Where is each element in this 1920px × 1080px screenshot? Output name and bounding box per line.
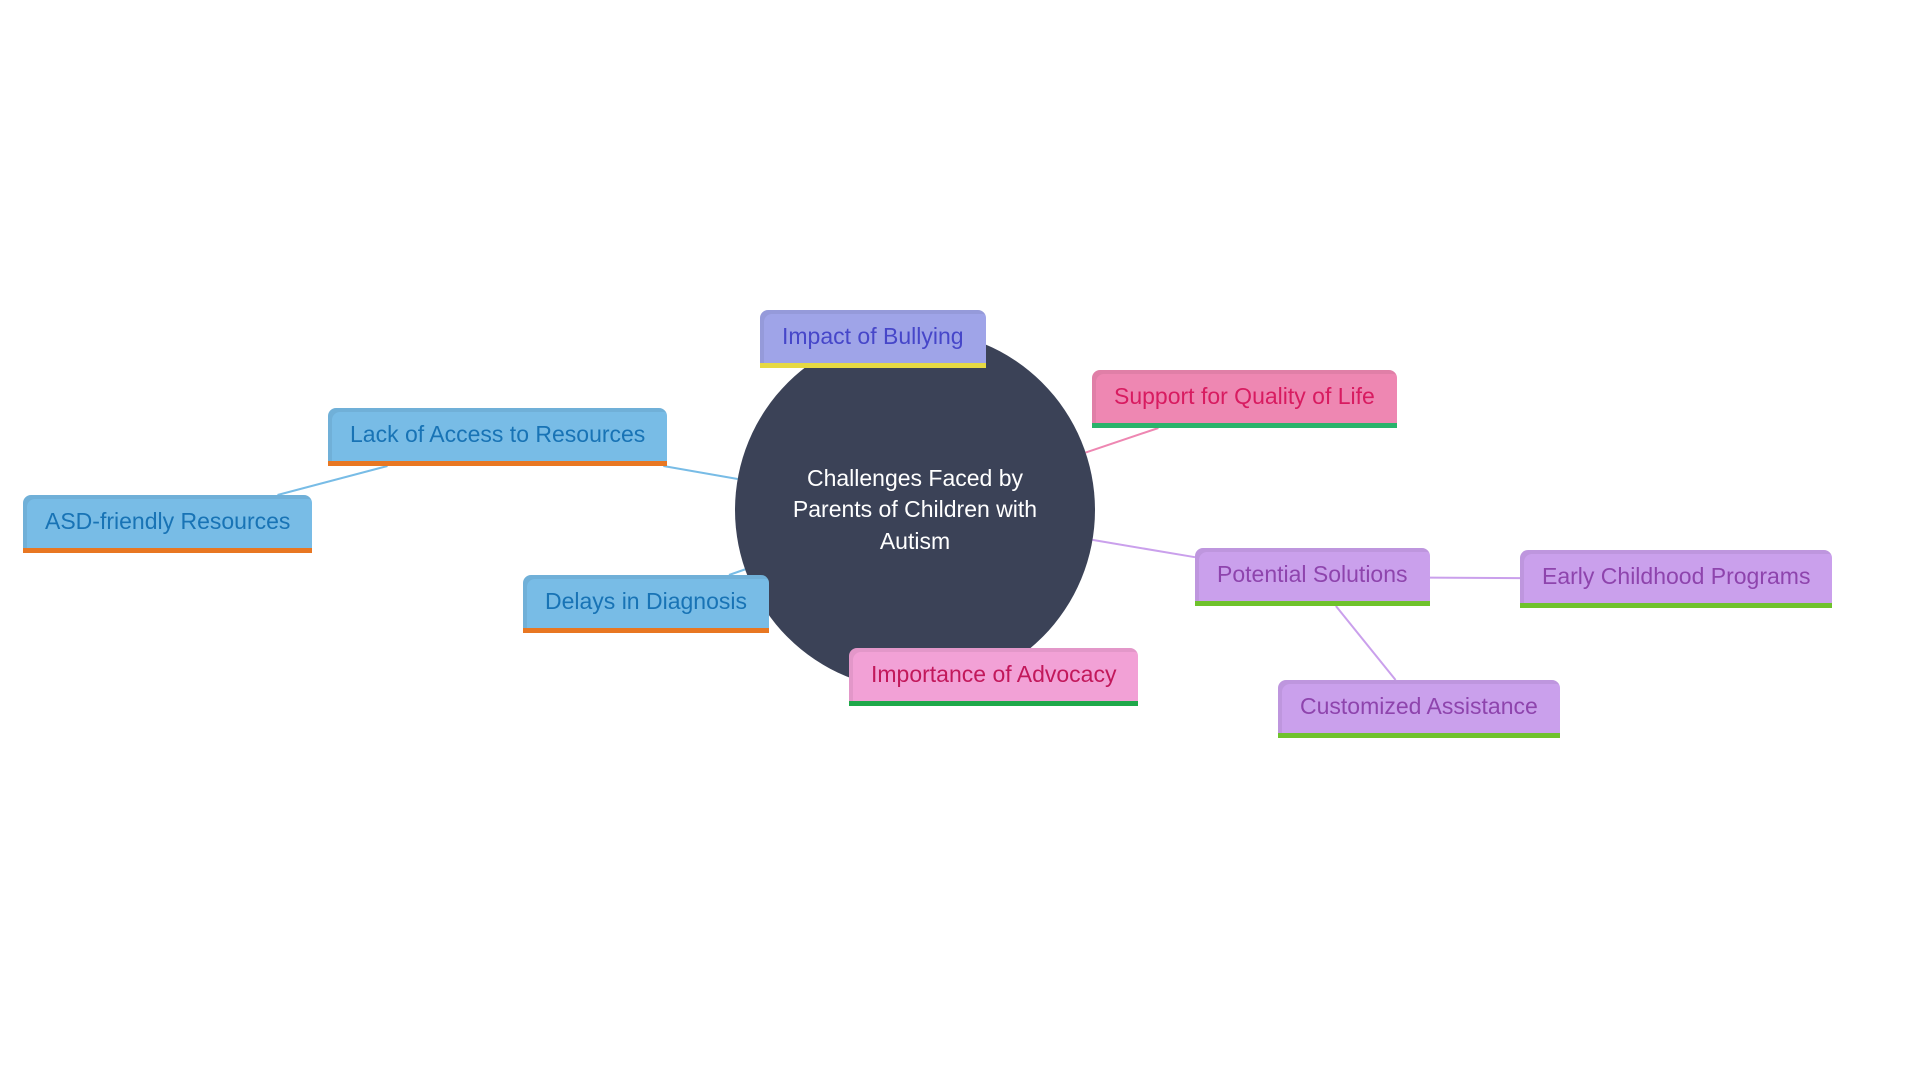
connector xyxy=(663,466,737,479)
node-early-childhood: Early Childhood Programs xyxy=(1520,550,1832,608)
connector xyxy=(1086,428,1159,453)
node-delays-in-diagnosis: Delays in Diagnosis xyxy=(523,575,769,633)
node-label: Lack of Access to Resources xyxy=(350,421,645,447)
connector xyxy=(1092,540,1195,557)
connector xyxy=(278,466,388,495)
node-label: Support for Quality of Life xyxy=(1114,383,1375,409)
center-node-label: Challenges Faced by Parents of Children … xyxy=(765,463,1065,556)
node-label: ASD-friendly Resources xyxy=(45,508,290,534)
node-label: Potential Solutions xyxy=(1217,561,1408,587)
connector xyxy=(1336,606,1396,680)
node-label: Importance of Advocacy xyxy=(871,661,1116,687)
node-support-quality-of-life: Support for Quality of Life xyxy=(1092,370,1397,428)
node-label: Customized Assistance xyxy=(1300,693,1538,719)
node-label: Early Childhood Programs xyxy=(1542,563,1810,589)
node-asd-friendly-resources: ASD-friendly Resources xyxy=(23,495,312,553)
node-lack-of-access: Lack of Access to Resources xyxy=(328,408,667,466)
node-impact-of-bullying: Impact of Bullying xyxy=(760,310,986,368)
node-label: Delays in Diagnosis xyxy=(545,588,747,614)
node-customized-assistance: Customized Assistance xyxy=(1278,680,1560,738)
center-node: Challenges Faced by Parents of Children … xyxy=(735,330,1095,690)
node-label: Impact of Bullying xyxy=(782,323,964,349)
mindmap-canvas: Challenges Faced by Parents of Children … xyxy=(0,0,1920,1080)
node-potential-solutions: Potential Solutions xyxy=(1195,548,1430,606)
node-importance-of-advocacy: Importance of Advocacy xyxy=(849,648,1138,706)
